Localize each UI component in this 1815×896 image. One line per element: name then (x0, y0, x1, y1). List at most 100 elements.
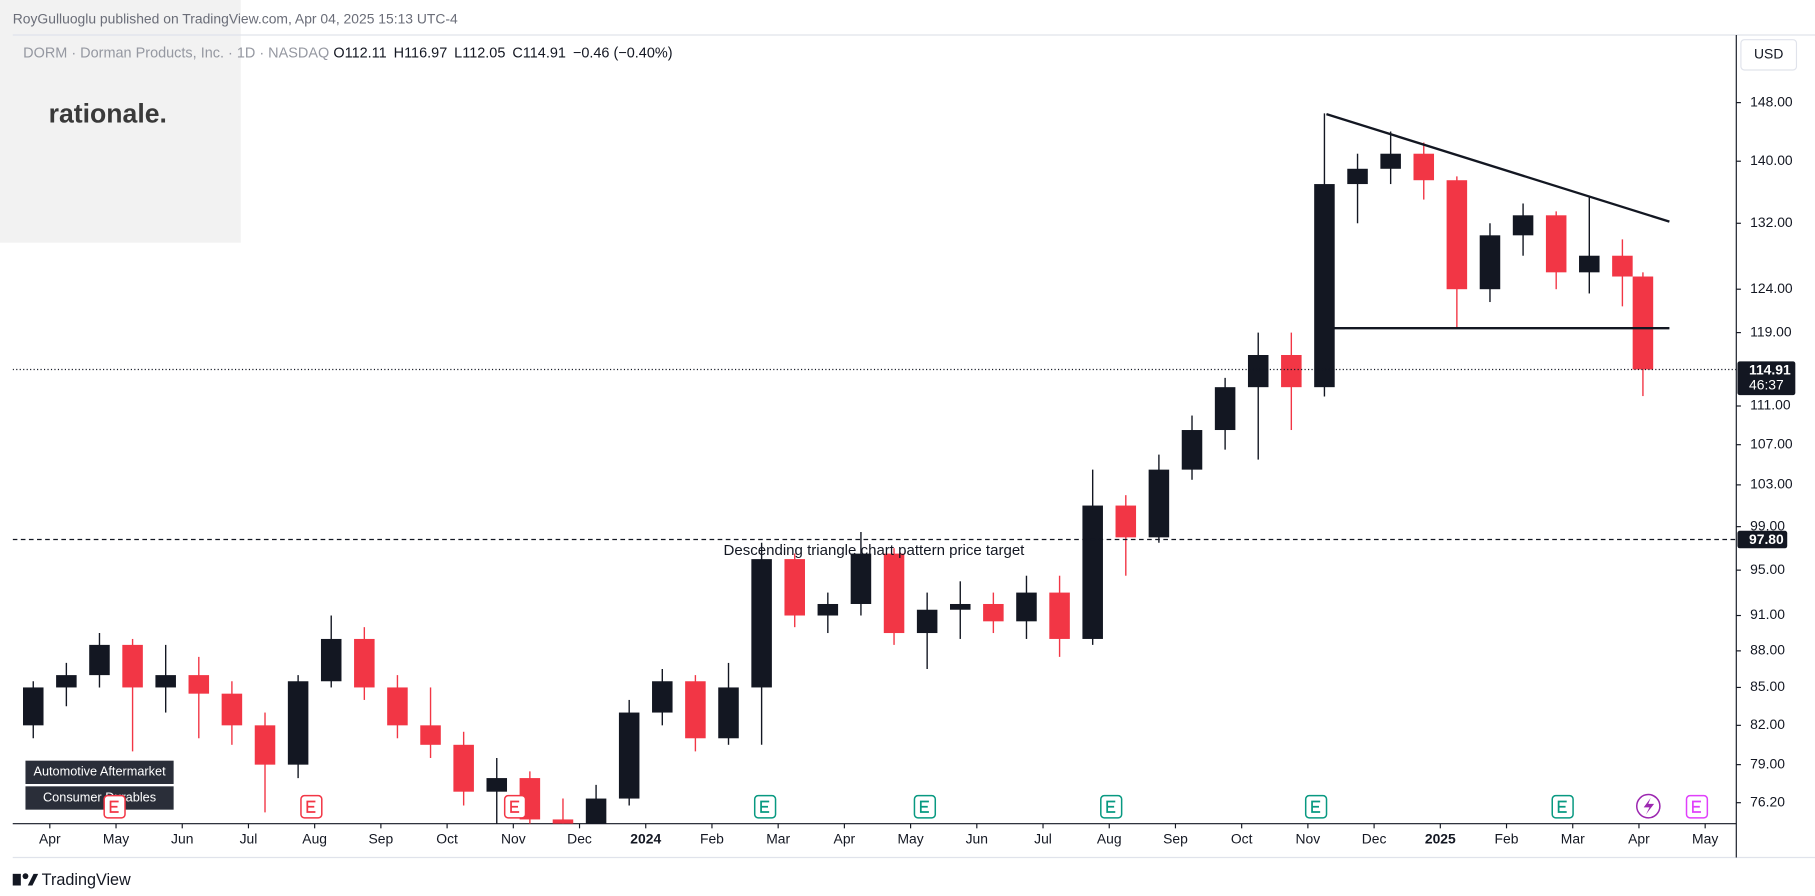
earnings-icon (1557, 800, 1567, 813)
x-tick-label: Aug (302, 831, 327, 847)
legend-value: O112.11 (333, 45, 386, 61)
candle-body (1612, 255, 1633, 277)
candle-body (883, 553, 905, 634)
footer-logo (12, 873, 39, 886)
candle-body (89, 644, 110, 676)
y-tick-label: 111.00 (1750, 397, 1791, 413)
candle-body (949, 603, 971, 610)
x-tick-label: 2025 (1425, 831, 1456, 847)
tag[interactable]: Consumer Durables (43, 789, 156, 804)
x-tick-label: Jul (1034, 831, 1052, 847)
candle-body (1632, 276, 1654, 370)
tag-box[interactable] (25, 786, 174, 810)
x-tick-label: Apr (834, 831, 856, 847)
candle-body (1181, 430, 1203, 470)
x-tick-label: Sep (369, 831, 394, 847)
candle-body (1281, 354, 1302, 388)
earnings-icon (1106, 800, 1116, 813)
tag[interactable]: Automotive Aftermarket (33, 764, 166, 779)
y-tick-label: 85.00 (1750, 678, 1785, 694)
candle-body (1016, 592, 1037, 622)
candle-body (1512, 215, 1534, 236)
y-tick-label: 132.00 (1750, 214, 1793, 230)
logo-part (27, 873, 39, 886)
y-tick-label: 148.00 (1750, 93, 1793, 109)
x-tick-label: Oct (1231, 831, 1253, 847)
target-label-box (1737, 530, 1788, 549)
logo-part (12, 873, 21, 886)
candle-body (1413, 153, 1435, 181)
target-label: 97.80 (1749, 531, 1784, 547)
y-tick-label: 76.20 (1750, 793, 1785, 809)
candle-body (221, 693, 243, 726)
y-tick-label: 82.00 (1750, 716, 1785, 732)
tag-box[interactable] (25, 760, 174, 784)
candle-body (1082, 505, 1103, 639)
y-tick-label: 79.00 (1750, 755, 1785, 771)
x-tick-label: Jun (171, 831, 193, 847)
candle-body (1545, 215, 1567, 273)
candle-body (685, 681, 706, 739)
pane (12, 112, 1737, 824)
currency-button[interactable] (1740, 39, 1798, 71)
candle-body (1579, 255, 1600, 273)
x-tick-label: Mar (1561, 831, 1585, 847)
y-tick-label: 140.00 (1750, 152, 1793, 168)
y-tick-label: 119.00 (1750, 323, 1792, 339)
legend-value: C114.91 (512, 45, 566, 61)
y-tick-label: 107.00 (1750, 435, 1793, 451)
candle-body (486, 778, 508, 792)
candle-body (784, 559, 805, 616)
x-tick-label: Apr (1628, 831, 1650, 847)
target-text: Descending triangle chart pattern price … (724, 542, 1026, 559)
candle-body (287, 681, 309, 765)
header: RoyGulluoglu published on TradingView.co… (13, 10, 458, 26)
candle-body (387, 687, 408, 726)
last-price-label: 114.91 (1749, 361, 1791, 377)
candle-body (188, 675, 210, 694)
candle-body (453, 744, 474, 792)
candle-body (1479, 235, 1501, 290)
watermark: rationale. (49, 98, 167, 128)
candle-body (254, 725, 276, 765)
x-tick-label: Feb (700, 831, 724, 847)
y-tick-label: 124.00 (1750, 280, 1793, 296)
candle-body (56, 675, 77, 688)
candle-body (1380, 153, 1401, 169)
x-tick-label: May (103, 831, 129, 847)
candle-body (1247, 354, 1269, 388)
earnings-icon (510, 800, 520, 813)
logo-part (22, 873, 29, 880)
candle-body (1446, 180, 1468, 290)
candle-body (420, 725, 441, 745)
y-tick-label: 99.00 (1750, 517, 1785, 533)
x-tick-label: May (1692, 831, 1718, 847)
x-tick-label: 2024 (630, 831, 661, 847)
earnings-icon (1311, 800, 1321, 813)
x-tick-label: Feb (1495, 831, 1519, 847)
footer: TradingView (42, 871, 131, 889)
y-tick-label: 91.00 (1750, 606, 1785, 622)
legend-value: L112.05 (454, 45, 505, 61)
candle-body (155, 675, 176, 688)
x-tick-label: Nov (1296, 831, 1321, 847)
candle-body (22, 687, 44, 726)
x-tick-label: Oct (436, 831, 458, 847)
x-tick-label: Jul (240, 831, 258, 847)
legend-values: O112.11 H116.97 L112.05 C114.91 −0.46 (−0.40… (333, 45, 672, 61)
candle-body (718, 687, 739, 739)
candle-body (916, 609, 938, 634)
candle-body (1214, 387, 1236, 431)
x-tick-label: Dec (1362, 831, 1387, 847)
currency[interactable]: USD (1754, 45, 1783, 61)
candle-body (850, 553, 872, 604)
candle-body (1314, 184, 1335, 388)
x-tick-label: Sep (1163, 831, 1188, 847)
candle-body (320, 638, 342, 682)
trendline (1326, 112, 1670, 223)
legend-value: H116.97 (394, 45, 448, 61)
candle-body (652, 681, 673, 713)
candle-body (1049, 592, 1070, 639)
